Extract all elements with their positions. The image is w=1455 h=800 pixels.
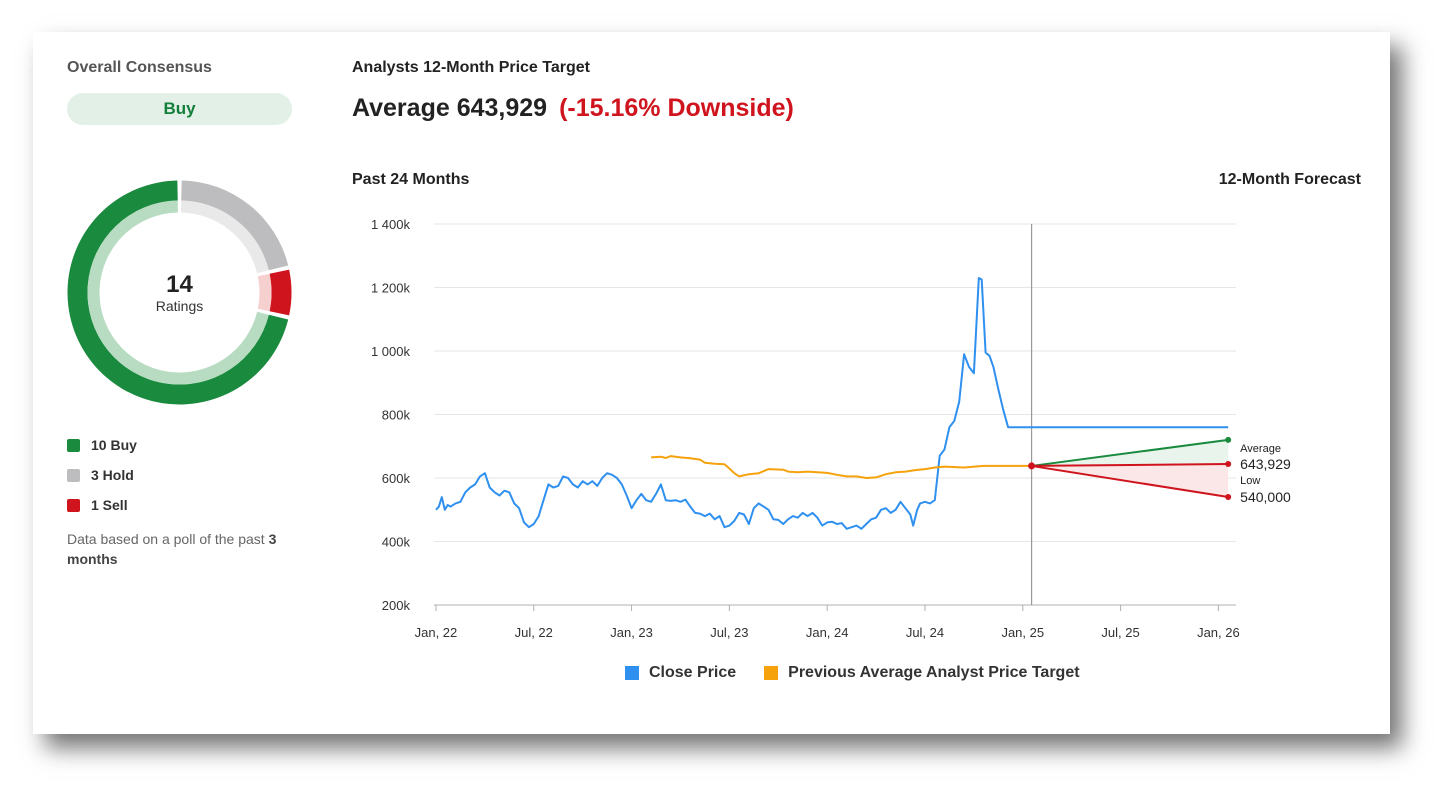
forecast-end-point-1 xyxy=(1225,461,1232,468)
y-tick-label: 600k xyxy=(382,471,411,486)
previous-target-swatch xyxy=(764,666,779,680)
chart-legend: Close Price Previous Average Analyst Pri… xyxy=(625,664,1108,682)
hold-swatch xyxy=(67,468,80,482)
legend-previous-target[interactable]: Previous Average Analyst Price Target xyxy=(764,664,1080,682)
forecast-line-2 xyxy=(1031,464,1229,499)
x-tick-label: Jan, 22 xyxy=(415,625,458,640)
poll-note-text: Data based on a poll of the past xyxy=(67,531,265,547)
price-target-chart: 200k 400k 600k 800k 1 000k 1 200k 1 400k Jan, 2… xyxy=(371,217,1291,640)
forecast-end-point-2 xyxy=(1225,494,1232,501)
forecast-line-1 xyxy=(1031,463,1229,467)
close-price-line xyxy=(435,277,1229,530)
close-price-swatch xyxy=(625,666,639,680)
x-tick-label: Jul, 25 xyxy=(1101,625,1139,640)
legend-hold: 3 Hold xyxy=(67,460,137,490)
x-tick-label: Jan, 23 xyxy=(610,625,653,640)
forecast-period-label: 12-Month Forecast xyxy=(1218,171,1361,188)
legend-sell-label: 1 Sell xyxy=(91,497,128,513)
x-tick-label: Jan, 25 xyxy=(1001,625,1044,640)
price-target-title: Analysts 12-Month Price Target xyxy=(352,59,590,76)
donut-segment-1-inner xyxy=(181,200,269,274)
legend-close-price[interactable]: Close Price xyxy=(625,664,736,682)
y-tick-label: 1 400k xyxy=(371,217,411,232)
y-tick-label: 200k xyxy=(382,598,411,613)
forecast-average-label: Average xyxy=(1240,443,1281,455)
y-tick-label: 1 200k xyxy=(371,281,411,296)
ratings-donut-chart: 14 Ratings xyxy=(67,180,292,405)
forecast-start-point xyxy=(1028,462,1036,470)
donut-segment-2-inner xyxy=(257,273,272,312)
y-tick-label: 400k xyxy=(382,535,411,550)
y-tick-label: 800k xyxy=(382,408,411,423)
past-period-label: Past 24 Months xyxy=(352,171,470,188)
consensus-rating-badge: Buy xyxy=(67,93,292,125)
legend-hold-label: 3 Hold xyxy=(91,467,134,483)
ratings-total: 14 xyxy=(166,271,193,298)
y-tick-label: 1 000k xyxy=(371,344,411,359)
donut-segment-2-outer[interactable] xyxy=(269,269,292,316)
average-target-value: Average 643,929 xyxy=(352,94,548,122)
forecast-line-0 xyxy=(1031,438,1229,467)
legend-sell: 1 Sell xyxy=(67,490,137,520)
consensus-title: Overall Consensus xyxy=(67,59,212,76)
average-target: Average 643,929 (-15.16% Downside) xyxy=(352,94,794,123)
legend-previous-target-label: Previous Average Analyst Price Target xyxy=(788,664,1080,681)
ratings-legend: 10 Buy 3 Hold 1 Sell xyxy=(67,430,137,520)
forecast-low-label: Low xyxy=(1240,475,1260,487)
buy-swatch xyxy=(67,438,80,452)
legend-buy: 10 Buy xyxy=(67,430,137,460)
x-tick-label: Jul, 23 xyxy=(710,625,748,640)
donut-segment-1-outer[interactable] xyxy=(181,180,289,271)
poll-note-period: 3 months xyxy=(67,531,277,567)
poll-note: Data based on a poll of the past 3 month… xyxy=(67,529,297,569)
forecast-end-point-0 xyxy=(1225,436,1232,443)
x-tick-label: Jan, 24 xyxy=(806,625,849,640)
legend-buy-label: 10 Buy xyxy=(91,437,137,453)
x-tick-label: Jul, 24 xyxy=(906,625,944,640)
x-tick-label: Jul, 22 xyxy=(515,625,553,640)
previous-target-line xyxy=(651,455,1032,479)
forecast-low-value: 540,000 xyxy=(1240,489,1291,505)
ratings-total-label: Ratings xyxy=(156,298,203,314)
x-tick-label: Jan, 26 xyxy=(1197,625,1240,640)
sell-swatch xyxy=(67,498,80,512)
legend-close-price-label: Close Price xyxy=(649,664,737,681)
forecast-average-value: 643,929 xyxy=(1240,456,1291,472)
downside-percent: (-15.16% Downside) xyxy=(559,94,794,122)
analyst-rating-card: Overall Consensus Buy 14 Ratings 10 Buy … xyxy=(33,32,1390,734)
